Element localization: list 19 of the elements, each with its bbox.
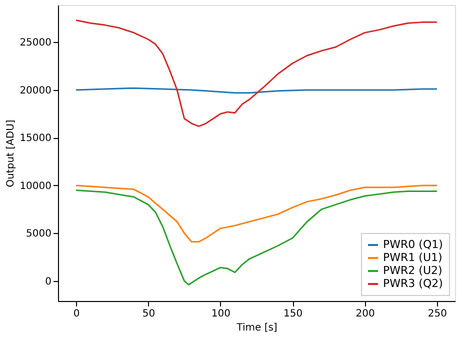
y-tick-label: 25000 [20,38,52,49]
x-axis-title: Time [s] [236,322,278,334]
x-tick-label: 150 [284,308,303,320]
y-tick-label: 15000 [20,133,52,144]
x-tick-label: 200 [356,308,375,320]
x-tick-label: 0 [73,308,80,320]
x-tick-label: 250 [428,308,447,320]
line-series [75,20,438,128]
x-tick-label: 50 [142,308,156,320]
y-tick-label: 5000 [26,228,52,240]
y-tick-label: 20000 [20,85,52,96]
legend-label: PWR3 (Q2) [383,277,443,290]
y-axis-title: Output [ADU] [6,120,17,188]
y-tick-label: 0 [45,276,52,288]
legend-label: PWR0 (Q1) [383,238,443,251]
y-tick-label: 10000 [20,180,52,192]
legend-label: PWR2 (U2) [383,264,442,277]
x-tick-label: 100 [211,308,230,320]
legend-label: PWR1 (U1) [383,251,442,264]
